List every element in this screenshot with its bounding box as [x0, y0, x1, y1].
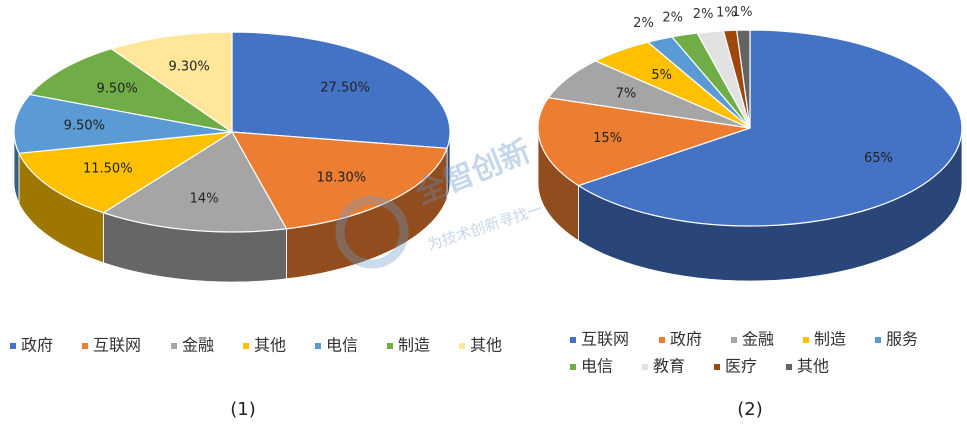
data-label: 18.30% [317, 170, 367, 185]
legend-swatch [459, 343, 465, 349]
data-label: 27.50% [320, 81, 370, 96]
data-label: 2% [693, 7, 714, 22]
watermark-logo [335, 195, 409, 269]
data-label: 1% [732, 5, 753, 20]
data-label: 2% [662, 11, 683, 26]
legend-swatch [82, 343, 88, 349]
legend-label: 服务 [886, 330, 918, 349]
pie-chart: 27.50% 18.30% 14% 11.50% 9.50% 9.50% 9.30% 政府 互联… [10, 31, 502, 420]
legend-swatch [659, 337, 665, 343]
data-label: 65% [864, 151, 893, 166]
chart-caption: (2) [737, 399, 763, 420]
legend-swatch [10, 343, 16, 349]
legend-label: 其他 [797, 357, 829, 376]
data-label: 9.50% [96, 82, 137, 97]
legend-swatch [570, 364, 576, 370]
chart-caption: (1) [230, 399, 256, 420]
legend-label: 金融 [742, 330, 774, 349]
legend-label: 其他 [254, 336, 286, 355]
legend-label: 制造 [398, 336, 430, 355]
data-label: 9.50% [64, 119, 105, 134]
legend-swatch [171, 343, 177, 349]
legend-swatch [570, 337, 576, 343]
legend-label: 电信 [326, 336, 358, 355]
legend-label: 制造 [814, 330, 846, 349]
pie-slice [230, 131, 448, 230]
legend-swatch [315, 343, 321, 349]
data-label: 2% [633, 16, 654, 31]
legend-swatch [642, 364, 648, 370]
legend-swatch [803, 337, 809, 343]
data-label: 7% [616, 87, 637, 102]
data-label: 9.30% [168, 59, 209, 74]
pie-slice [109, 31, 233, 134]
legend-label: 金融 [182, 336, 214, 355]
legend-label: 医疗 [725, 357, 757, 376]
pie-slice [18, 131, 233, 214]
data-label: 11.50% [83, 162, 133, 177]
pie-slice [231, 31, 451, 149]
legend-label: 教育 [653, 357, 685, 376]
legend-label: 政府 [21, 336, 53, 355]
data-label: 14% [190, 191, 219, 206]
legend-label: 政府 [670, 330, 702, 349]
legend-swatch [243, 343, 249, 349]
data-label: 15% [593, 131, 622, 146]
data-label: 5% [651, 68, 672, 83]
pie-slice [577, 29, 963, 227]
watermark-subtitle: 为技术创新寻找一 [425, 200, 545, 254]
legend-label: 其他 [470, 336, 502, 355]
legend-label: 互联网 [581, 330, 629, 349]
legend-swatch [387, 343, 393, 349]
pie-slice [13, 93, 233, 154]
legend-swatch [731, 337, 737, 343]
pie-slice [736, 29, 751, 129]
data-label: 1% [716, 5, 737, 20]
legend-label: 互联网 [93, 336, 141, 355]
pie-slice [102, 131, 288, 233]
pie-slice [537, 97, 751, 187]
legend-swatch [714, 364, 720, 370]
legend-swatch [786, 364, 792, 370]
pie-slice [28, 48, 233, 133]
legend-swatch [875, 337, 881, 343]
legend-label: 电信 [581, 357, 613, 376]
